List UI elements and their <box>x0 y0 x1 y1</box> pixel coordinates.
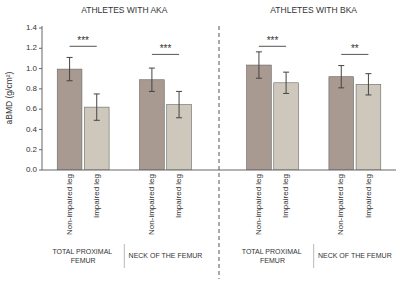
group-separator <box>313 244 314 268</box>
y-tick-label: 0.0 <box>26 165 38 174</box>
error-bar <box>338 66 344 88</box>
significance-label: ** <box>351 43 359 54</box>
significance-label: *** <box>267 35 279 46</box>
y-axis-label: aBMD (g/cm²) <box>4 71 14 124</box>
group-label-line: TOTAL PROXIMAL <box>242 248 303 255</box>
x-tick-label: Non-impaired leg <box>336 174 345 235</box>
bar <box>247 65 272 170</box>
section-separator <box>219 26 220 279</box>
bar <box>140 80 165 170</box>
error-bar <box>283 72 289 93</box>
y-tick-label: 1.0 <box>26 64 38 73</box>
y-tick-label: 0.6 <box>26 104 38 113</box>
error-bar <box>365 74 371 95</box>
error-bar <box>256 52 262 78</box>
y-tick-label: 0.2 <box>26 145 38 154</box>
error-bar <box>149 68 155 91</box>
bars <box>57 52 381 170</box>
y-tick-label: 0.8 <box>26 84 38 93</box>
y-tick-label: 1.2 <box>26 43 38 52</box>
group-label-line: FEMUR <box>71 257 96 264</box>
y-tick-label: 0.4 <box>26 125 38 134</box>
x-tick-label: Non-impaired leg <box>65 174 74 235</box>
x-tick-label: Non-impaired leg <box>254 174 263 235</box>
x-tick-label: Impaired leg <box>364 174 373 218</box>
significance-label: *** <box>160 43 172 54</box>
bar <box>356 84 381 170</box>
x-tick-label: Impaired leg <box>174 174 183 218</box>
group-label: TOTAL PROXIMAL FEMUR <box>52 248 113 264</box>
group-label: TOTAL PROXIMAL FEMUR <box>242 248 303 264</box>
chart: 0.00.20.40.60.81.01.21.4aBMD (g/cm²)****… <box>0 0 400 285</box>
group-separator <box>124 244 125 268</box>
group-label: NECK OF THE FEMUR <box>318 252 392 259</box>
x-tick-label: Impaired leg <box>92 174 101 218</box>
group-label: NECK OF THE FEMUR <box>129 252 203 259</box>
y-axis <box>42 26 43 170</box>
section-title: ATHLETES WITH BKA <box>270 5 357 15</box>
significance-label: *** <box>77 35 89 46</box>
group-label-line: TOTAL PROXIMAL <box>52 248 113 255</box>
bar <box>274 83 299 170</box>
bar <box>329 77 354 170</box>
group-label-line: FEMUR <box>260 257 285 264</box>
error-bar <box>176 91 182 117</box>
error-bar <box>67 57 73 80</box>
error-bar <box>94 94 100 120</box>
x-tick-label: Non-impaired leg <box>147 174 156 235</box>
y-tick-label: 1.4 <box>26 23 38 32</box>
x-axis <box>42 170 396 171</box>
bar <box>57 69 82 170</box>
section-title: ATHLETES WITH AKA <box>81 5 168 15</box>
x-tick-label: Impaired leg <box>281 174 290 218</box>
